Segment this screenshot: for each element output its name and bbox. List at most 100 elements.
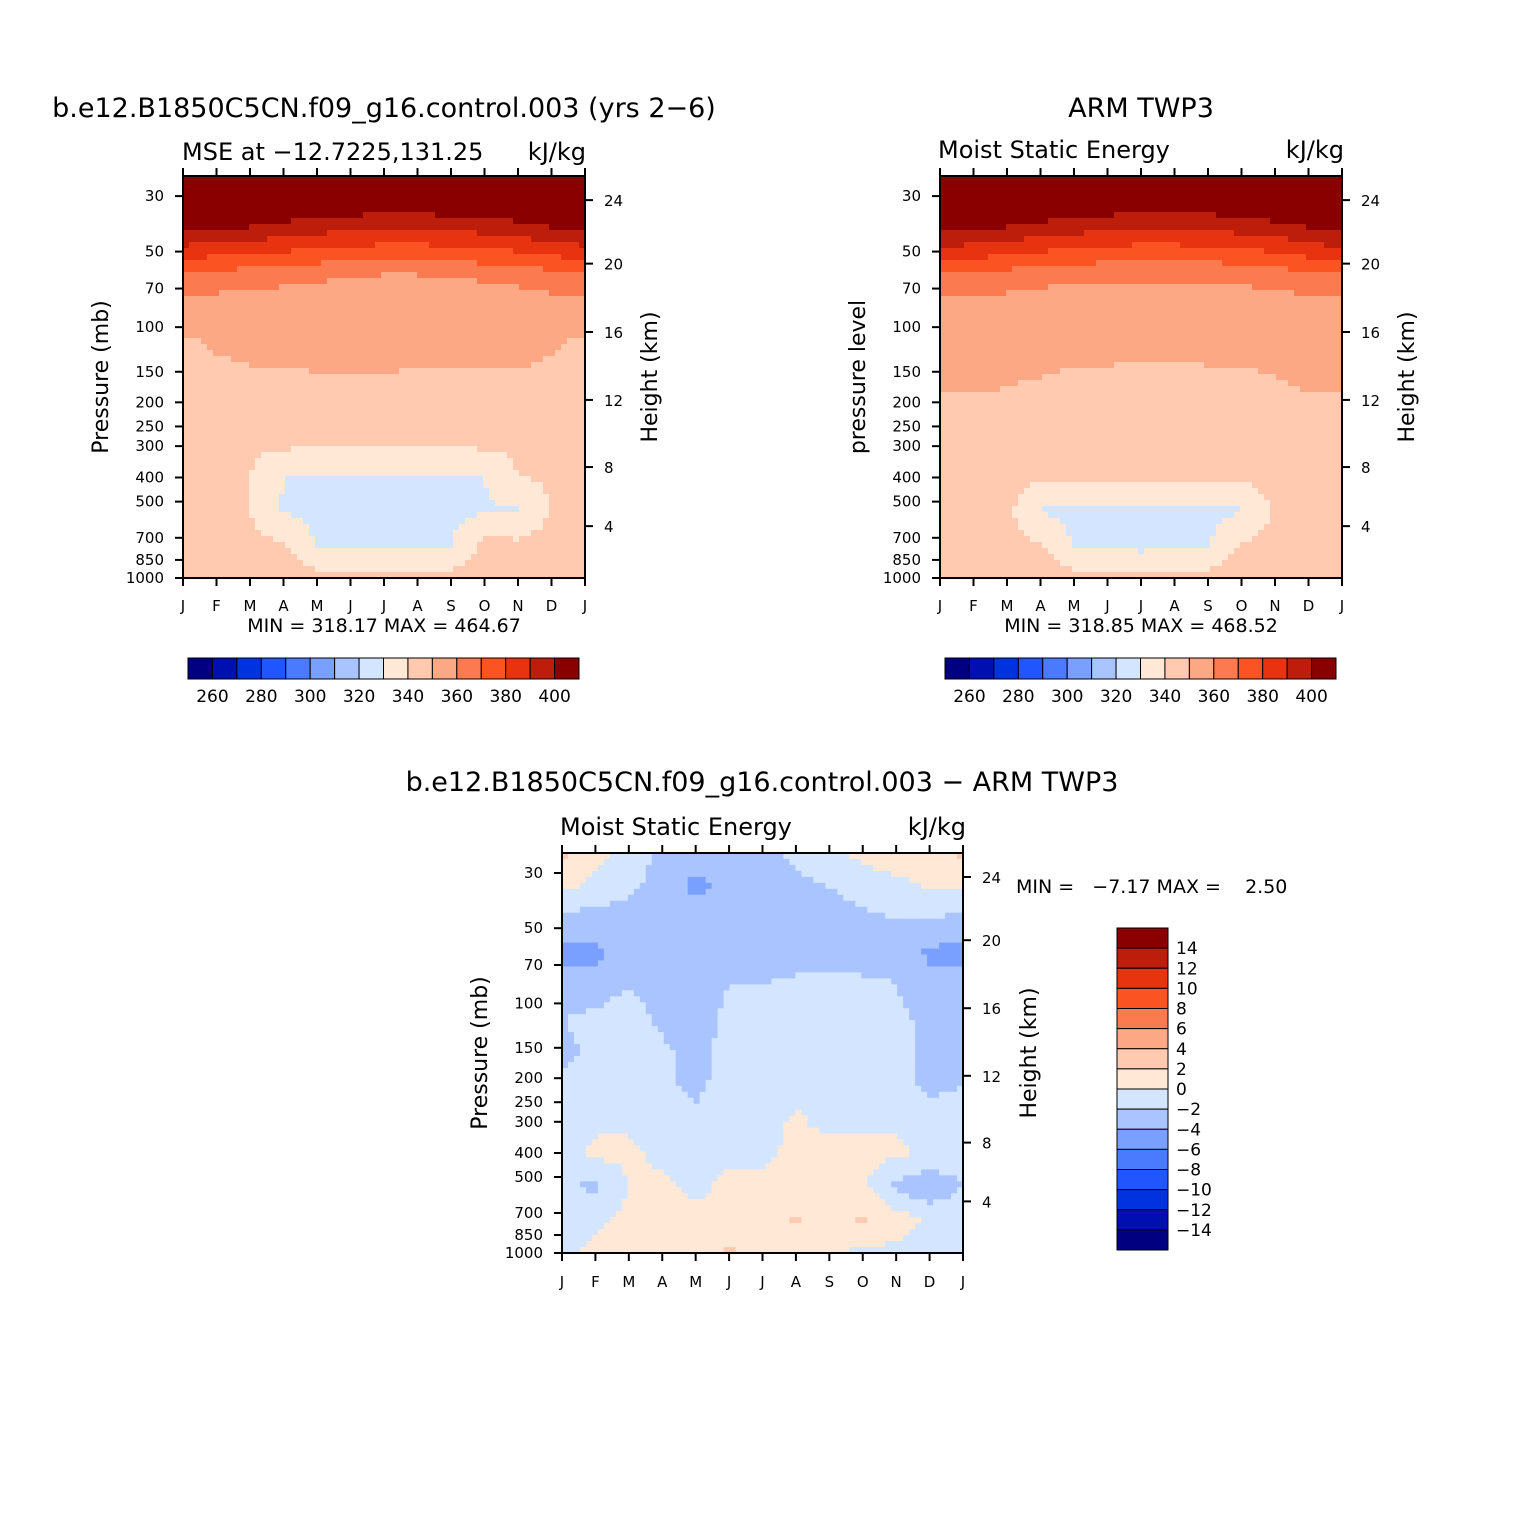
contour-cell (1096, 200, 1103, 207)
contour-cell (1114, 200, 1121, 207)
contour-cell (1000, 194, 1007, 201)
contour-cell (453, 428, 460, 435)
contour-cell (327, 434, 334, 441)
contour-cell (405, 398, 412, 405)
contour-cell (225, 410, 232, 417)
contour-cell (231, 560, 238, 567)
contour-cell (285, 332, 292, 339)
contour-cell (285, 278, 292, 285)
contour-cell (201, 482, 208, 489)
contour-cell (315, 326, 322, 333)
contour-cell (231, 530, 238, 537)
contour-cell (561, 356, 568, 363)
contour-cell (579, 374, 586, 381)
contour-cell (381, 224, 388, 231)
contour-cell (273, 242, 280, 249)
contour-cell (501, 266, 508, 273)
contour-cell (369, 482, 376, 489)
contour-cell (357, 446, 364, 453)
contour-cell (507, 320, 514, 327)
contour-cell (513, 248, 520, 255)
contour-cell (573, 434, 580, 441)
contour-cell (453, 536, 460, 543)
contour-cell (417, 332, 424, 339)
contour-cell (279, 380, 286, 387)
contour-cell (507, 356, 514, 363)
contour-cell (513, 476, 520, 483)
contour-cell (459, 374, 466, 381)
contour-cell (195, 566, 202, 573)
contour-cell (411, 254, 418, 261)
contour-cell (387, 482, 394, 489)
contour-cell (459, 302, 466, 309)
contour-cell (507, 254, 514, 261)
contour-cell (381, 548, 388, 555)
contour-cell (219, 398, 226, 405)
contour-cell (1324, 188, 1331, 195)
contour-cell (1318, 176, 1325, 183)
contour-cell (495, 410, 502, 417)
contour-cell (1138, 206, 1145, 213)
contour-cell (417, 212, 424, 219)
contour-cell (255, 452, 262, 459)
contour-cell (303, 194, 310, 201)
contour-cell (1054, 200, 1061, 207)
contour-cell (411, 218, 418, 225)
contour-cell (543, 176, 550, 183)
contour-cell (273, 452, 280, 459)
contour-cell (555, 440, 562, 447)
contour-cell (423, 362, 430, 369)
contour-cell (267, 482, 274, 489)
contour-cell (1264, 188, 1271, 195)
contour-cell (363, 422, 370, 429)
contour-cell (555, 344, 562, 351)
contour-cell (417, 518, 424, 525)
contour-cell (363, 434, 370, 441)
contour-cell (351, 560, 358, 567)
contour-cell (195, 326, 202, 333)
contour-cell (183, 524, 190, 531)
contour-cell (273, 176, 280, 183)
contour-cell (465, 482, 472, 489)
contour-cell (519, 392, 526, 399)
contour-cell (201, 374, 208, 381)
contour-cell (363, 308, 370, 315)
contour-cell (423, 242, 430, 249)
contour-cell (207, 374, 214, 381)
contour-cell (381, 488, 388, 495)
contour-cell (213, 338, 220, 345)
contour-cell (297, 398, 304, 405)
contour-cell (423, 296, 430, 303)
contour-cell (273, 272, 280, 279)
contour-cell (940, 200, 947, 207)
contour-cell (1012, 194, 1019, 201)
contour-cell (441, 380, 448, 387)
contour-cell (189, 188, 196, 195)
contour-cell (495, 236, 502, 243)
contour-cell (1222, 188, 1229, 195)
contour-cell (429, 494, 436, 501)
contour-cell (1006, 194, 1013, 201)
contour-cell (357, 518, 364, 525)
contour-cell (423, 464, 430, 471)
contour-cell (243, 482, 250, 489)
contour-cell (1318, 194, 1325, 201)
contour-cell (387, 470, 394, 477)
contour-cell (543, 242, 550, 249)
contour-cell (1102, 206, 1109, 213)
contour-cell (531, 248, 538, 255)
contour-cell (1126, 206, 1133, 213)
contour-cell (459, 482, 466, 489)
contour-cell (429, 482, 436, 489)
contour-cell (531, 512, 538, 519)
contour-cell (207, 476, 214, 483)
contour-cell (429, 368, 436, 375)
contour-cell (357, 176, 364, 183)
contour-cell (219, 518, 226, 525)
contour-cell (357, 242, 364, 249)
contour-cell (261, 362, 268, 369)
contour-cell (543, 572, 550, 579)
contour-cell (483, 320, 490, 327)
contour-cell (351, 260, 358, 267)
contour-cell (549, 404, 556, 411)
